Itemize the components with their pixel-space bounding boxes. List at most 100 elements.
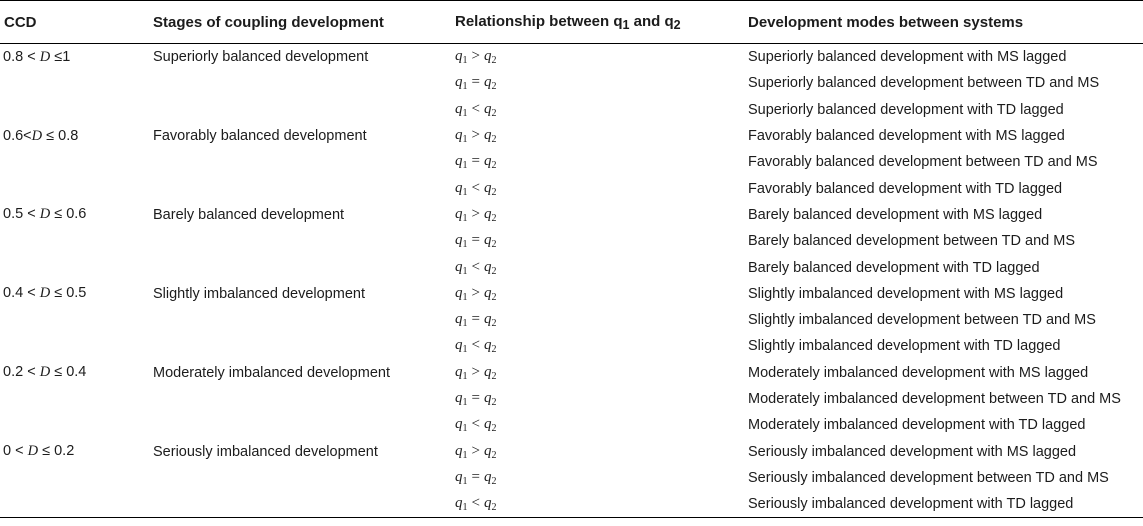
table-row: 0.5 < D ≤ 0.6 Barely balanced development… [0, 202, 1143, 228]
ccd-operator: ≤ [50, 48, 63, 65]
ccd-cell [0, 228, 153, 254]
ccd-upper: 0.8 [58, 127, 79, 144]
stage-cell [153, 412, 455, 438]
q1-symbol: q1 [455, 442, 468, 461]
q2-symbol: q2 [484, 363, 497, 382]
ccd-variable: D [39, 285, 51, 302]
q2-symbol: q2 [484, 468, 497, 487]
relationship-cell: q1 > q2 [455, 281, 748, 307]
relationship-cell: q1 > q2 [455, 123, 748, 149]
table-row: q1 = q2 Barely balanced development betwe… [0, 228, 1143, 254]
ccd-lower: 0.5 [3, 206, 24, 223]
stage-cell: Seriously imbalanced development [153, 443, 378, 460]
header-relationship-mid: and q [629, 12, 674, 30]
table-row: 0 < D ≤ 0.2 Seriously imbalanced developm… [0, 438, 1143, 464]
table-row: q1 = q2 Slightly imbalanced development b… [0, 307, 1143, 333]
mode-cell: Superiorly balanced development between … [748, 75, 1100, 92]
q2-symbol: q2 [484, 232, 497, 251]
mode-cell: Slightly imbalanced development with TD … [748, 338, 1061, 355]
relation-operator: > [471, 127, 480, 144]
ccd-lower: 0.2 [3, 364, 24, 381]
relation-operator: > [471, 363, 480, 380]
ccd-operator: < [23, 364, 40, 381]
mode-cell: Seriously imbalanced development between… [748, 469, 1109, 486]
relation-operator: > [471, 442, 480, 459]
mode-cell: Slightly imbalanced development with MS … [748, 285, 1064, 302]
relationship-cell: q1 > q2 [455, 360, 748, 386]
stage-cell: Barely balanced development [153, 206, 345, 223]
stage-cell [153, 254, 455, 280]
header-stages: Stages of coupling development [153, 0, 455, 44]
stage-cell: Slightly imbalanced development [153, 285, 365, 302]
ccd-operator: ≤ [38, 443, 55, 460]
ccd-operator: < [23, 127, 32, 144]
mode-cell: Moderately imbalanced development with T… [748, 417, 1086, 434]
q1-symbol: q1 [455, 284, 468, 303]
mode-cell: Barely balanced development with TD lagg… [748, 259, 1040, 276]
mode-cell: Barely balanced development between TD a… [748, 233, 1075, 250]
ccd-cell: 0.4 < D ≤ 0.5 [0, 281, 153, 307]
ccd-cell: 0.8 < D ≤1 [0, 44, 153, 71]
q1-symbol: q1 [455, 258, 468, 277]
header-ccd: CCD [0, 0, 153, 44]
table-row: q1 < q2 Favorably balanced development wi… [0, 175, 1143, 201]
ccd-cell [0, 254, 153, 280]
mode-cell: Favorably balanced development with TD l… [748, 180, 1063, 197]
relationship-cell: q1 = q2 [455, 228, 748, 254]
relation-operator: < [471, 495, 480, 512]
table-row: q1 < q2 Superiorly balanced development w… [0, 97, 1143, 123]
relationship-cell: q1 < q2 [455, 175, 748, 201]
stage-cell [153, 465, 455, 491]
table-row: q1 = q2 Favorably balanced development be… [0, 149, 1143, 175]
ccd-variable: D [31, 127, 43, 144]
stage-cell: Moderately imbalanced development [153, 364, 390, 381]
stage-cell [153, 491, 455, 519]
relation-operator: < [471, 258, 480, 275]
q1-symbol: q1 [455, 127, 468, 146]
ccd-cell: 0.5 < D ≤ 0.6 [0, 202, 153, 228]
relation-operator: = [471, 74, 480, 91]
ccd-cell [0, 307, 153, 333]
table-row: q1 < q2 Barely balanced development with … [0, 254, 1143, 280]
table-row: q1 = q2 Moderately imbalanced development… [0, 386, 1143, 412]
q2-symbol: q2 [484, 179, 497, 198]
stage-cell [153, 333, 455, 359]
relation-operator: = [471, 468, 480, 485]
table-row: q1 < q2 Moderately imbalanced development… [0, 412, 1143, 438]
q2-symbol: q2 [484, 205, 497, 224]
q2-symbol: q2 [484, 442, 497, 461]
ccd-operator: ≤ [50, 206, 67, 223]
stage-cell: Superiorly balanced development [153, 49, 369, 66]
relationship-cell: q1 = q2 [455, 307, 748, 333]
relationship-cell: q1 < q2 [455, 412, 748, 438]
relation-operator: > [471, 284, 480, 301]
q1-symbol: q1 [455, 48, 468, 67]
ccd-cell [0, 175, 153, 201]
q1-symbol: q1 [455, 74, 468, 93]
table-row: 0.6<D ≤ 0.8 Favorably balanced developmen… [0, 123, 1143, 149]
relation-operator: = [471, 153, 480, 170]
table-row: q1 = q2 Seriously imbalanced development … [0, 465, 1143, 491]
relation-operator: < [471, 100, 480, 117]
ccd-operator: < [11, 443, 28, 460]
ccd-upper: 1 [62, 48, 71, 65]
relationship-cell: q1 < q2 [455, 333, 748, 359]
q1-symbol: q1 [455, 337, 468, 356]
relation-operator: > [471, 205, 480, 222]
mode-cell: Favorably balanced development between T… [748, 154, 1098, 171]
header-row: CCD Stages of coupling development Relat… [0, 0, 1143, 44]
relationship-cell: q1 = q2 [455, 70, 748, 96]
q2-symbol: q2 [484, 390, 497, 408]
header-relationship: Relationship between q1 and q2 [455, 0, 748, 44]
ccd-operator: ≤ [50, 285, 67, 302]
ccd-cell: 0 < D ≤ 0.2 [0, 438, 153, 464]
q2-symbol: q2 [484, 153, 497, 172]
mode-cell: Barely balanced development with MS lagg… [748, 206, 1043, 223]
ccd-cell [0, 70, 153, 96]
q1-symbol: q1 [455, 179, 468, 198]
relationship-cell: q1 > q2 [455, 438, 748, 464]
stage-cell [153, 149, 455, 175]
ccd-operator: < [23, 48, 40, 65]
ccd-cell [0, 412, 153, 438]
